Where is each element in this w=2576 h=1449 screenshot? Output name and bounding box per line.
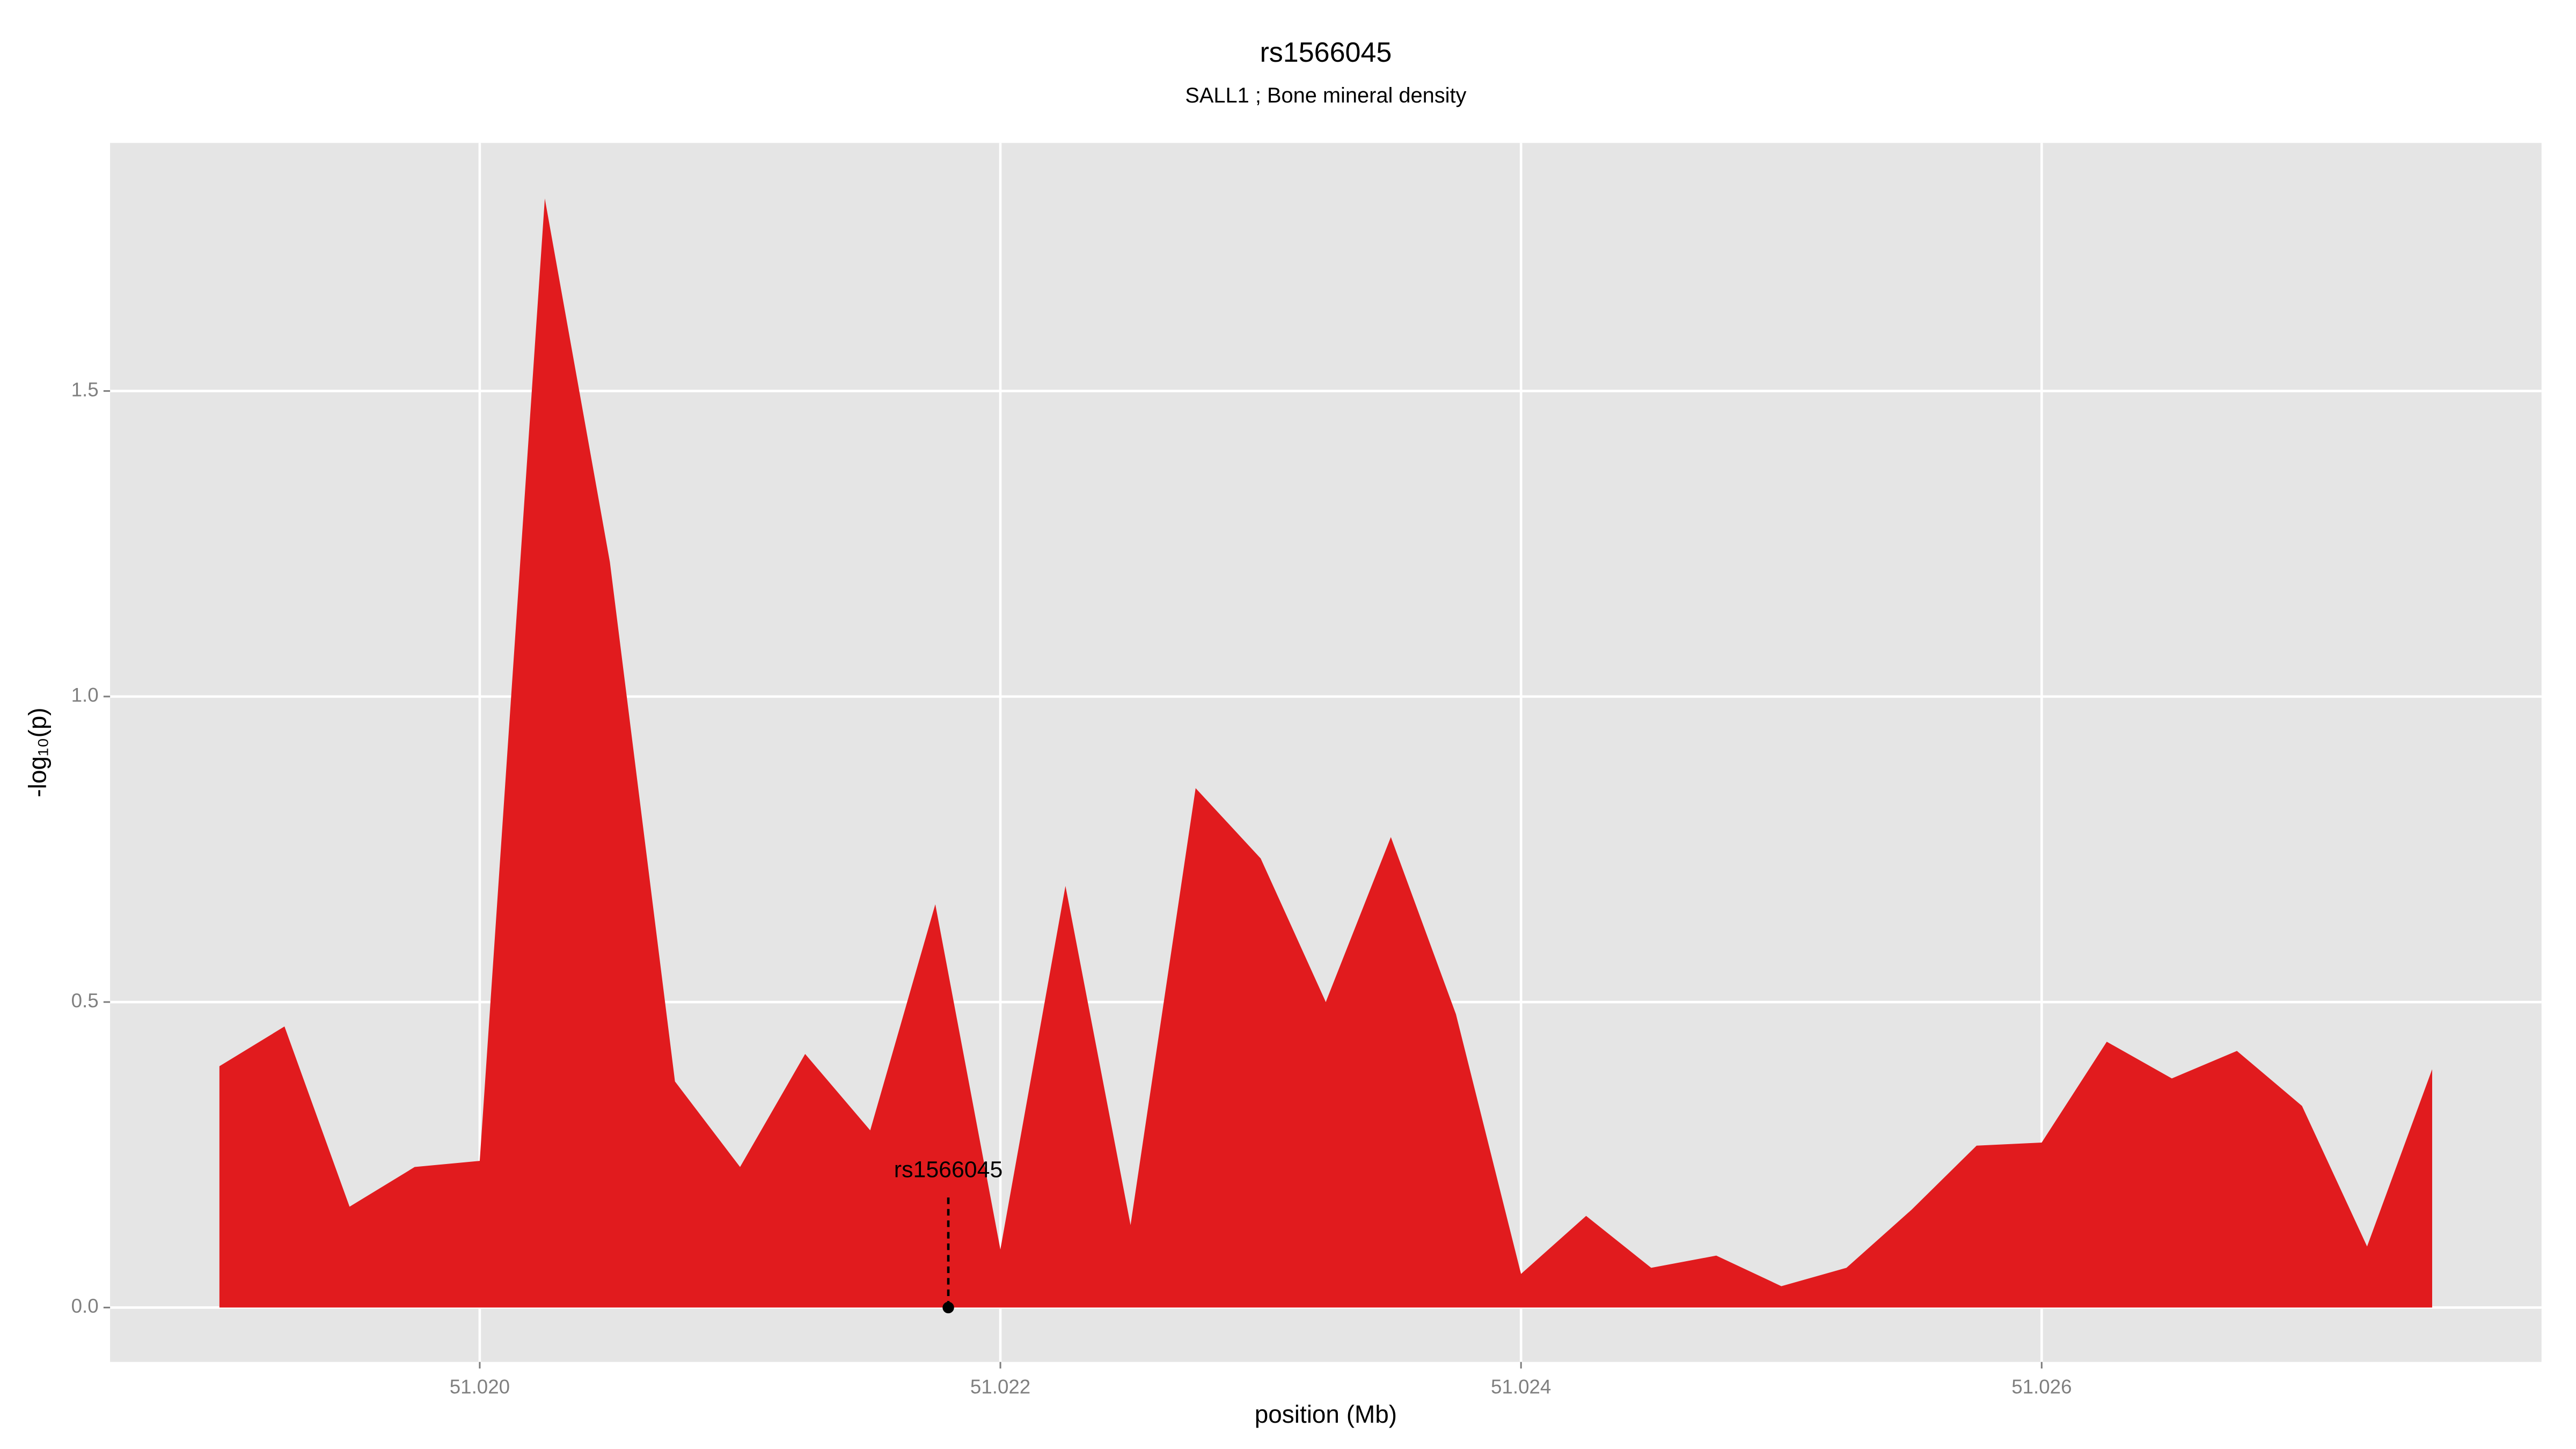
y-tick-label: 0.0	[71, 1295, 99, 1317]
x-tick-label: 51.022	[970, 1375, 1030, 1397]
x-tick-label: 51.026	[2011, 1375, 2072, 1397]
area	[219, 198, 2432, 1308]
y-tick-label: 1.5	[71, 378, 99, 400]
chart-subtitle: SALL1 ; Bone mineral density	[1185, 84, 1466, 107]
x-axis-label: position (Mb)	[1255, 1400, 1397, 1428]
annotation-label: rs1566045	[894, 1157, 1002, 1183]
chart-title: rs1566045	[1260, 37, 1392, 68]
annotation-point	[942, 1301, 954, 1314]
y-tick-label: 1.0	[71, 684, 99, 706]
y-tick-label: 0.5	[71, 990, 99, 1012]
x-tick-label: 51.024	[1491, 1375, 1551, 1397]
y-axis-label: -log₁₀(p)	[24, 707, 52, 797]
x-tick-label: 51.020	[450, 1375, 510, 1397]
